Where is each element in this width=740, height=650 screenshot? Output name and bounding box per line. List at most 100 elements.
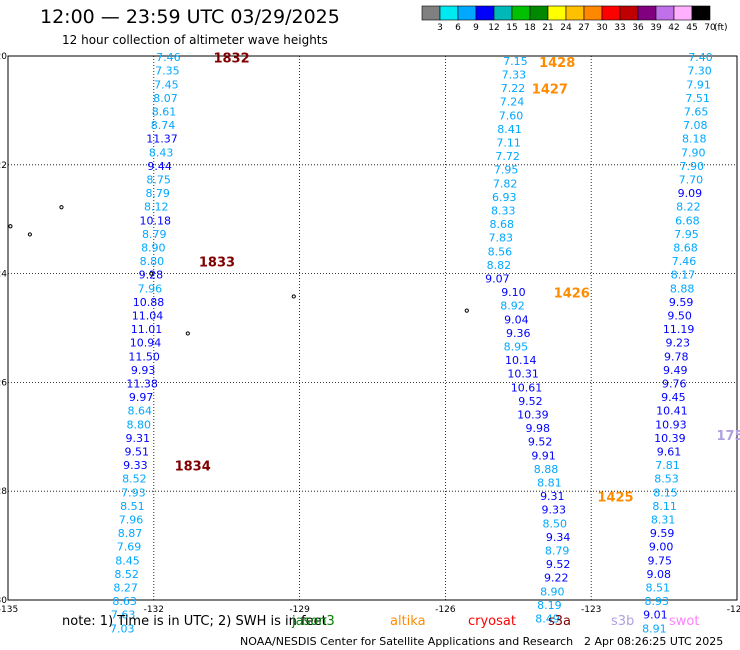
wave-height-label: 10.39 <box>654 432 686 445</box>
time-tag: 1753 <box>738 52 740 67</box>
wave-height-label: 9.34 <box>546 531 571 544</box>
island-outline <box>59 205 64 210</box>
color-scale-label: 21 <box>542 23 553 33</box>
wave-height-label: 8.43 <box>149 146 174 159</box>
wave-height-label: 7.15 <box>503 55 528 68</box>
wave-height-label: 9.76 <box>662 377 687 390</box>
lon-tick-label: -123 <box>581 605 601 615</box>
color-scale-label: 45 <box>686 23 697 33</box>
color-scale-label: 27 <box>578 23 589 33</box>
wave-height-label: 7.11 <box>496 136 521 149</box>
lon-tick-label: -129 <box>289 605 310 615</box>
wave-height-label: 8.90 <box>141 241 166 254</box>
wave-height-label: 7.51 <box>685 92 710 105</box>
wave-height-label: 7.91 <box>686 78 711 91</box>
wave-height-label: 7.46 <box>672 255 697 268</box>
wave-height-label: 7.63 <box>111 609 136 622</box>
lat-tick-label: -30 <box>0 596 7 606</box>
wave-height-label: 9.49 <box>663 364 688 377</box>
wave-height-label: 8.50 <box>543 517 568 530</box>
lat-tick-label: -24 <box>0 270 7 280</box>
color-scale-label: 39 <box>650 23 662 33</box>
wave-height-label: 8.27 <box>113 581 138 594</box>
wave-height-label: 7.95 <box>494 164 519 177</box>
time-tag: 1832 <box>213 52 249 67</box>
wave-height-label: 9.52 <box>528 436 553 449</box>
wave-height-label: 11.01 <box>131 323 163 336</box>
lon-tick-label: -126 <box>435 605 456 615</box>
wave-height-label: 7.96 <box>119 513 144 526</box>
wave-height-label: 9.08 <box>647 568 672 581</box>
island-outline <box>464 308 469 313</box>
color-scale-label: 24 <box>560 23 572 33</box>
wave-height-label: 8.80 <box>140 255 165 268</box>
color-scale-label: 36 <box>632 23 644 33</box>
wave-height-label: 9.52 <box>518 395 543 408</box>
wave-height-label: 8.33 <box>491 204 516 217</box>
wave-height-label: 9.61 <box>657 445 682 458</box>
wave-height-label: 7.90 <box>681 146 706 159</box>
wave-height-label: 9.97 <box>129 391 154 404</box>
wave-height-label: 7.30 <box>687 65 712 78</box>
wave-height-label: 8.22 <box>676 201 701 214</box>
wave-height-label: 10.88 <box>133 296 165 309</box>
wave-height-label: 9.44 <box>147 160 172 173</box>
wave-height-label: 8.80 <box>126 418 151 431</box>
satellite-legend-item: s3a <box>548 614 572 629</box>
wave-height-label: 11.04 <box>132 309 164 322</box>
wave-height-label: 8.18 <box>682 133 707 146</box>
wave-height-label: 9.31 <box>126 432 151 445</box>
wave-height-label: 10.93 <box>655 418 687 431</box>
footer-timestamp: 2 Apr 08:26:25 UTC 2025 <box>584 635 724 648</box>
satellite-legend-item: jason3 <box>292 614 335 629</box>
wave-height-label: 8.41 <box>497 123 522 136</box>
wave-height-label: 7.81 <box>655 459 680 472</box>
island-outline <box>8 224 13 229</box>
wave-height-label: 10.31 <box>507 368 539 381</box>
page-title: 12:00 — 23:59 UTC 03/29/2025 <box>40 6 340 28</box>
color-scale-bar: 3 6 9 12 15 18 21 24 27 30 33 36 39 42 45 70(ft) <box>421 5 728 33</box>
color-scale-label: 42 <box>668 23 679 33</box>
wave-height-label: 10.14 <box>505 354 537 367</box>
wave-height-label: 10.41 <box>656 405 688 418</box>
wave-height-label: 8.91 <box>642 622 667 635</box>
satellite-legend-item: cryosat <box>468 614 516 629</box>
wave-height-label: 10.18 <box>140 214 172 227</box>
wave-height-label: 8.87 <box>118 527 143 540</box>
wave-height-label: 8.31 <box>651 513 676 526</box>
wave-height-label: 8.17 <box>671 269 696 282</box>
wave-height-label: 8.79 <box>545 544 570 557</box>
wave-height-label: 7.08 <box>683 119 708 132</box>
island-outline <box>185 331 190 336</box>
wave-height-label: 9.51 <box>125 445 150 458</box>
wave-height-label: 8.95 <box>504 340 529 353</box>
color-scale-label: 9 <box>473 23 479 33</box>
wave-height-label: 8.93 <box>645 595 670 608</box>
time-tag: 1427 <box>532 83 568 98</box>
wave-height-label: 8.79 <box>145 187 170 200</box>
wave-height-label: 8.75 <box>146 173 171 186</box>
wave-height-label: 9.01 <box>643 609 668 622</box>
wave-height-label: 11.50 <box>128 350 160 363</box>
time-tag: 1755 <box>716 429 740 444</box>
wave-height-label: 7.93 <box>121 486 146 499</box>
wave-height-label: 8.92 <box>500 300 525 313</box>
wave-height-label: 9.59 <box>650 527 675 540</box>
wave-height-label: 7.33 <box>502 68 527 81</box>
time-tag: 1834 <box>175 460 211 475</box>
wave-height-label: 9.98 <box>525 422 550 435</box>
wave-height-label: 9.75 <box>647 554 672 567</box>
wave-height-label: 9.00 <box>649 541 674 554</box>
wave-height-label: 7.60 <box>499 109 524 122</box>
wave-height-label: 7.03 <box>110 622 135 635</box>
color-scale-label: 15 <box>506 23 517 33</box>
wave-height-label: 9.33 <box>542 504 567 517</box>
wave-height-label: 7.22 <box>501 82 526 95</box>
wave-height-label: 9.31 <box>540 490 565 503</box>
wave-height-label: 8.53 <box>654 473 679 486</box>
wave-height-label: 9.10 <box>501 286 526 299</box>
time-tag: 1426 <box>554 287 590 302</box>
wave-height-label: 8.56 <box>488 245 513 258</box>
wave-height-label: 7.95 <box>674 228 699 241</box>
